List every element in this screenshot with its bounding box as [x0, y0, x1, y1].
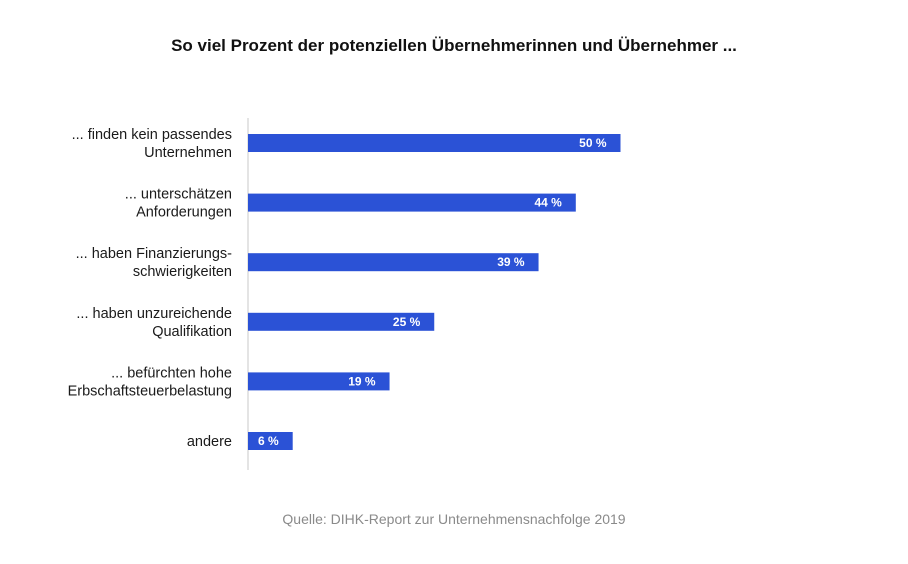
category-label: ... unterschätzen Anforderungen: [125, 187, 232, 221]
bar: [248, 193, 576, 212]
bar-group: 25 % ... haben unzureichende Qualifikation: [76, 306, 435, 340]
category-label: ... haben Finanzierungs-schwierigkeiten: [76, 246, 233, 280]
category-label: andere: [187, 434, 232, 450]
bar-value-label: 19 %: [348, 374, 376, 388]
bar-value-label: 39 %: [497, 255, 525, 269]
bar-group: 44 % ... unterschätzen Anforderungen: [125, 187, 576, 221]
category-label: ... finden kein passendes Unternehmen: [72, 127, 232, 161]
category-label-line: ... haben Finanzierungs-: [76, 246, 233, 262]
bar: [248, 372, 390, 391]
bar: [248, 134, 621, 152]
category-label-line: andere: [187, 434, 232, 450]
bar: [248, 312, 435, 331]
category-label-line: Erbschaftsteuerbelastung: [68, 383, 232, 399]
bar: [248, 253, 539, 272]
category-label-line: Qualifikation: [152, 324, 232, 340]
bar-group: 39 % ... haben Finanzierungs-schwierigkei…: [76, 246, 539, 280]
bar-group: 6 % andere: [187, 432, 293, 450]
category-label-line: Anforderungen: [136, 205, 232, 221]
chart-source: Quelle: DIHK-Report zur Unternehmensnach…: [282, 511, 626, 527]
category-label-line: ... befürchten hohe: [111, 365, 232, 381]
category-label-line: ... finden kein passendes: [72, 127, 232, 143]
category-label-line: Unternehmen: [144, 145, 232, 161]
category-label-line: ... haben unzureichende: [76, 306, 232, 322]
chart-title: So viel Prozent der potenziellen Überneh…: [171, 36, 737, 55]
bar-value-label: 25 %: [393, 315, 421, 329]
bar-value-label: 44 %: [534, 196, 562, 210]
category-label: ... haben unzureichende Qualifikation: [76, 306, 232, 340]
bar-group: 50 % ... finden kein passendes Unternehmen: [72, 127, 621, 161]
category-label-line: ... unterschätzen: [125, 187, 232, 203]
bar-group: 19 % ... befürchten hohe Erbschaftsteuerbe…: [68, 365, 390, 399]
category-label-line: schwierigkeiten: [133, 264, 232, 280]
bar: [248, 432, 293, 450]
bar-value-label: 6 %: [258, 434, 279, 448]
category-label: ... befürchten hohe Erbschaftsteuerbelast…: [68, 365, 232, 399]
bar-value-label: 50 %: [579, 136, 607, 150]
